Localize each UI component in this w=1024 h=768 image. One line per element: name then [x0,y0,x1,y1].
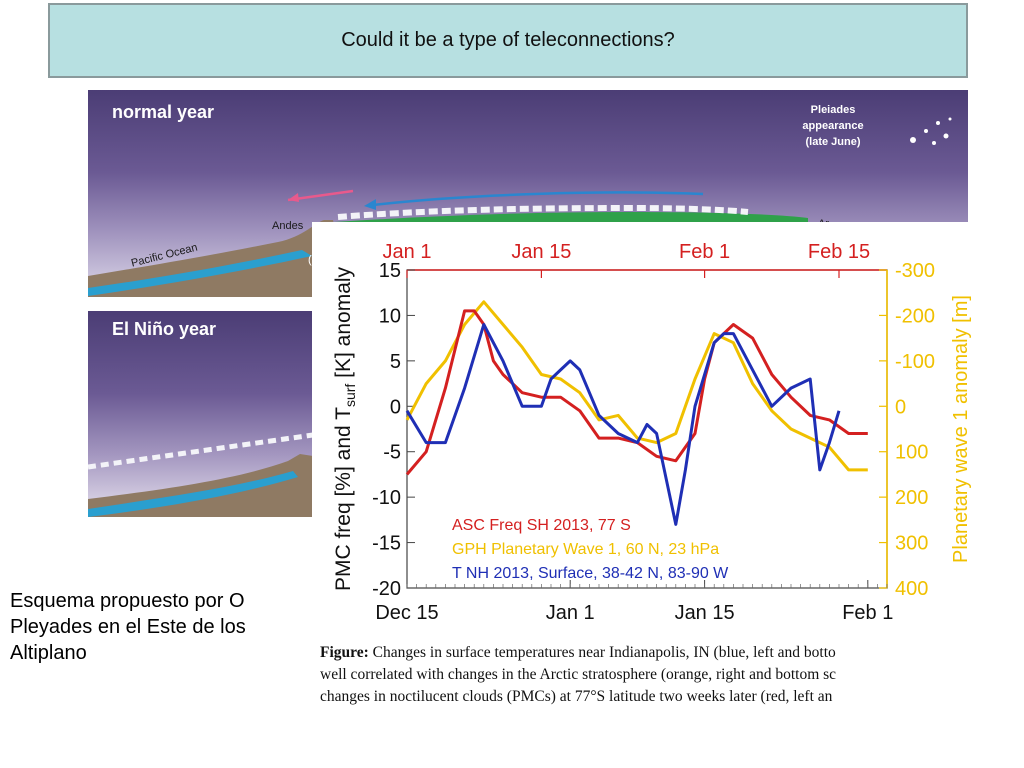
slide-title: Could it be a type of teleconnections? [341,29,675,51]
x-bottom-tick-label: Jan 15 [675,602,735,624]
caption-left-line-3: Altiplano [10,642,87,664]
y-right-tick-label: -300 [895,260,935,282]
pink-arrow-head [288,193,299,202]
y-right-axis-label: Planetary wave 1 anomaly [m] [950,295,972,563]
y-left-tick-label: 0 [390,396,401,418]
chart-marks: 15 10 5 0 -5 -10 -15 -20 -300 -200 -100 0 100 200 300 4… [332,241,972,624]
y-left-tick-label: -5 [383,442,401,464]
blue-arrow [372,191,704,207]
y-right-tick-label: -100 [895,351,935,373]
figure-caption-line-1: Figure: Changes in surface temperatures … [320,642,1024,664]
blue-arrow-head [364,199,376,210]
y-right-tick-label: 200 [895,487,928,509]
pleiades-label: Pleiades appearance (late June) [802,104,864,148]
figure-caption-line-3: changes in noctilucent clouds (PMCs) at … [320,688,833,705]
cloud-band [337,204,749,220]
x-bottom-tick-label: Jan 1 [546,602,595,624]
x-top-tick-label: Jan 1 [383,241,432,263]
y-left-axis-label: PMC freq [%] and Tsurf [K] anomaly [332,266,358,591]
caption-left: Esquema propuesto por O Pleyades en el E… [10,588,246,666]
x-top-tick-label: Jan 15 [511,241,571,263]
pleiades-stars [910,117,952,145]
y-right-tick-label: 400 [895,578,928,600]
legend-entry-1: GPH Planetary Wave 1, 60 N, 23 hPa [452,541,719,558]
pink-arrow [287,189,354,202]
el-nino-year-title: El Niño year [112,319,217,339]
figure-caption-line-2: well correlated with changes in the Arct… [320,666,837,683]
el-nino-ocean-strip [88,471,298,517]
series-line-1 [405,300,868,472]
normal-year-title: normal year [112,102,215,122]
legend-entry-2: T NH 2013, Surface, 38-42 N, 83-90 W [452,565,729,582]
y-left-tick-label: 10 [379,305,401,327]
el-nino-year-panel: El Niño year [88,311,313,517]
y-left-tick-label: -15 [372,533,401,555]
legend-entry-0: ASC Freq SH 2013, 77 S [452,517,631,534]
pacific-ocean-strip [88,250,312,296]
caption-left-line-1: Esquema propuesto por O [10,590,245,612]
chart-svg: 15 10 5 0 -5 -10 -15 -20 -300 -200 -100 0 100 200 300 4… [332,241,972,624]
figure-caption: Figure: Changes in surface temperatures … [320,642,1024,712]
andes-label: Andes [272,220,304,232]
y-left-tick-label: 15 [379,260,401,282]
y-right-tick-label: 300 [895,533,928,555]
slide-title-box: Could it be a type of teleconnections? [48,3,968,78]
figure-caption-text-1: Changes in surface temperatures near Ind… [368,644,836,661]
series-line-0 [405,309,868,476]
andes-mountain [88,220,350,297]
x-bottom-tick-label: Dec 15 [375,602,438,624]
series-line-2 [405,323,841,526]
y-right-tick-label: 100 [895,442,928,464]
paren-label: ( [308,254,312,266]
el-nino-cloud-band [88,432,313,470]
y-left-tick-label: 5 [390,351,401,373]
y-right-tick-label: -200 [895,305,935,327]
pmc-temperature-chart: 15 10 5 0 -5 -10 -15 -20 -300 -200 -100 0 100 200 300 4… [312,222,1024,638]
x-bottom-tick-label: Feb 1 [842,602,893,624]
caption-left-line-2: Pleyades en el Este de los [10,616,246,638]
x-top-tick-label: Feb 15 [808,241,870,263]
y-right-tick-label: 0 [895,396,906,418]
y-left-tick-label: -10 [372,487,401,509]
el-nino-year-drawing [88,432,313,517]
figure-caption-label: Figure: [320,644,369,661]
x-top-tick-label: Feb 1 [679,241,730,263]
y-left-tick-label: -20 [372,578,401,600]
